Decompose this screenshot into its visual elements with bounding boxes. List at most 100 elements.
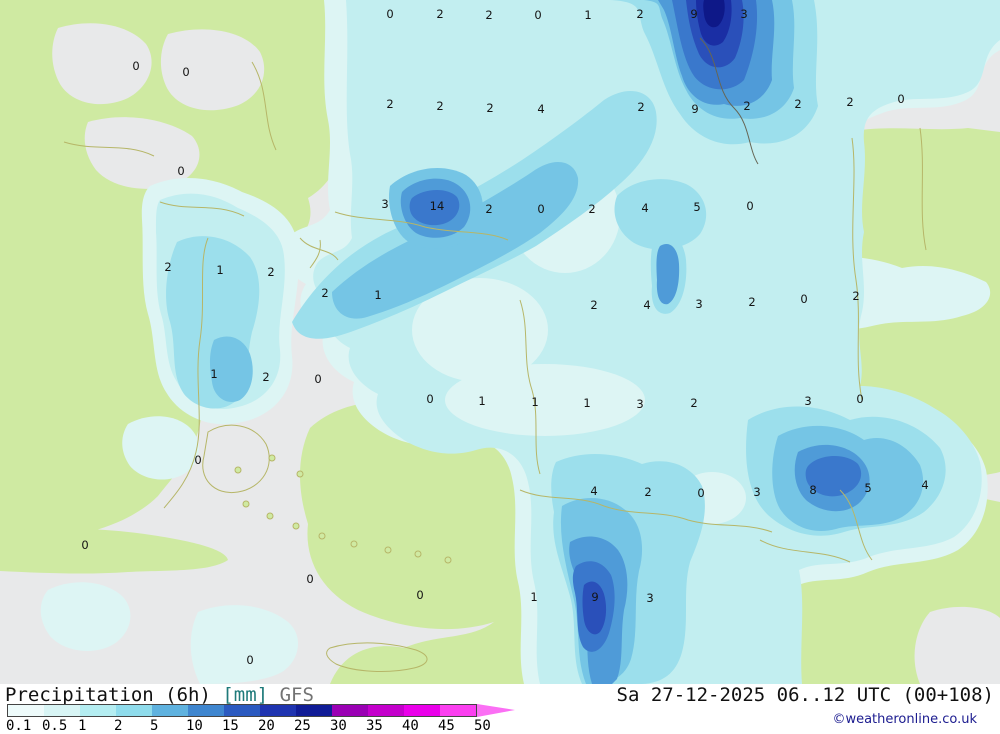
precip-value: 1 <box>530 590 537 604</box>
border-line <box>759 489 873 563</box>
island <box>292 522 300 530</box>
scale-tick-label: 50 <box>474 718 491 734</box>
precip-value: 3 <box>636 397 643 411</box>
scale-segments <box>7 704 477 717</box>
precip-value: 2 <box>743 99 750 113</box>
precip-region-15 <box>582 581 607 635</box>
model-label: GFS <box>279 684 314 706</box>
scale-segment <box>224 705 260 716</box>
scale-tick-label: 30 <box>330 718 347 734</box>
scale-tick-label: 10 <box>186 718 203 734</box>
precip-value: 2 <box>386 97 393 111</box>
island <box>296 470 304 478</box>
scale-segment <box>152 705 188 716</box>
precip-value: 5 <box>864 481 871 495</box>
precip-value: 9 <box>691 102 698 116</box>
precip-value: 2 <box>436 7 443 21</box>
precip-region-2 <box>209 336 253 402</box>
precip-region-5 <box>656 244 680 305</box>
scale-tick-label: 0.5 <box>42 718 68 734</box>
precip-value: 4 <box>643 298 650 312</box>
land-region <box>300 401 539 630</box>
precip-value: 1 <box>374 288 381 302</box>
scale-segment <box>404 705 440 716</box>
precip-value: 3 <box>381 197 388 211</box>
precip-region-0.1 <box>40 582 131 651</box>
coastline <box>202 424 270 494</box>
color-scale-bar <box>7 704 515 717</box>
precip-value: 0 <box>800 292 807 306</box>
precip-value: 0 <box>306 572 313 586</box>
precip-value: 2 <box>164 260 171 274</box>
precip-value: 9 <box>591 590 598 604</box>
precip-value: 4 <box>590 484 597 498</box>
scale-segment <box>188 705 224 716</box>
precip-value: 3 <box>740 7 747 21</box>
precip-value: 1 <box>584 8 591 22</box>
precip-value: 3 <box>753 485 760 499</box>
precip-region-10 <box>805 455 862 497</box>
island <box>234 466 242 474</box>
precip-value: 2 <box>794 97 801 111</box>
legend-bar: Precipitation (6h) [mm] GFS Sa 27-12-202… <box>0 684 1000 734</box>
precip-value: 2 <box>637 100 644 114</box>
precip-value: 2 <box>588 202 595 216</box>
precip-value: 0 <box>177 164 184 178</box>
precip-value: 2 <box>267 265 274 279</box>
precip-region-1 <box>614 179 707 250</box>
precipitation-map: 0 2 2 0 1 2 9 30 02 2 2 4 2 9 2 2 2 003 14 2 0 2 4 5 02 1 22 12 4 3 2 0… <box>0 0 1000 684</box>
precip-value: 0 <box>314 372 321 386</box>
precip-value: 3 <box>646 591 653 605</box>
precip-region-25 <box>703 0 725 28</box>
forecast-timestamp: Sa 27-12-2025 06..12 UTC (00+108) <box>616 684 995 706</box>
parameter-label: Precipitation (6h) <box>5 684 211 706</box>
scale-segment <box>80 705 116 716</box>
scale-segment <box>8 705 44 716</box>
coastline <box>334 211 509 241</box>
precip-value: 14 <box>430 199 445 213</box>
sea-patch <box>84 117 200 189</box>
scale-tick-label: 35 <box>366 718 383 734</box>
precip-value: 0 <box>897 92 904 106</box>
precip-value: 2 <box>321 286 328 300</box>
scale-overflow-arrow <box>477 704 515 717</box>
scale-segment <box>260 705 296 716</box>
precip-value: 4 <box>641 201 648 215</box>
precip-value: 4 <box>921 478 928 492</box>
island <box>318 532 326 540</box>
value-labels-layer: 0 2 2 0 1 2 9 30 02 2 2 4 2 9 2 2 2 003 14 2 0 2 4 5 02 1 22 12 4 3 2 0… <box>81 7 928 667</box>
legend-title: Precipitation (6h) [mm] GFS <box>5 684 314 706</box>
scale-tick-label: 15 <box>222 718 239 734</box>
precip-region-0.1 <box>122 416 199 480</box>
scale-tick-label: 20 <box>258 718 275 734</box>
precip-region-0.1 <box>190 605 299 684</box>
precip-value: 5 <box>693 200 700 214</box>
coastline <box>163 237 209 509</box>
sea-patch <box>160 29 265 111</box>
precip-value: 0 <box>132 59 139 73</box>
unit-label: [mm] <box>222 684 269 706</box>
scale-segment <box>44 705 80 716</box>
sea-patch <box>914 606 1000 684</box>
precip-value: 9 <box>690 7 697 21</box>
island <box>444 556 452 564</box>
precip-value: 0 <box>194 453 201 467</box>
precip-value: 1 <box>210 367 217 381</box>
precip-value: 2 <box>262 370 269 384</box>
precip-value: 0 <box>386 7 393 21</box>
precip-value: 2 <box>636 7 643 21</box>
scale-tick-label: 45 <box>438 718 455 734</box>
precip-value: 2 <box>485 202 492 216</box>
precip-value: 0 <box>246 653 253 667</box>
precip-value: 2 <box>436 99 443 113</box>
precip-value: 3 <box>804 394 811 408</box>
precip-value: 0 <box>416 588 423 602</box>
precip-value: 2 <box>486 101 493 115</box>
precip-value: 0 <box>697 486 704 500</box>
precip-value: 0 <box>746 199 753 213</box>
precip-value: 1 <box>216 263 223 277</box>
island <box>266 512 274 520</box>
precip-value: 0 <box>534 8 541 22</box>
precip-hole <box>412 278 548 382</box>
precip-value: 0 <box>426 392 433 406</box>
